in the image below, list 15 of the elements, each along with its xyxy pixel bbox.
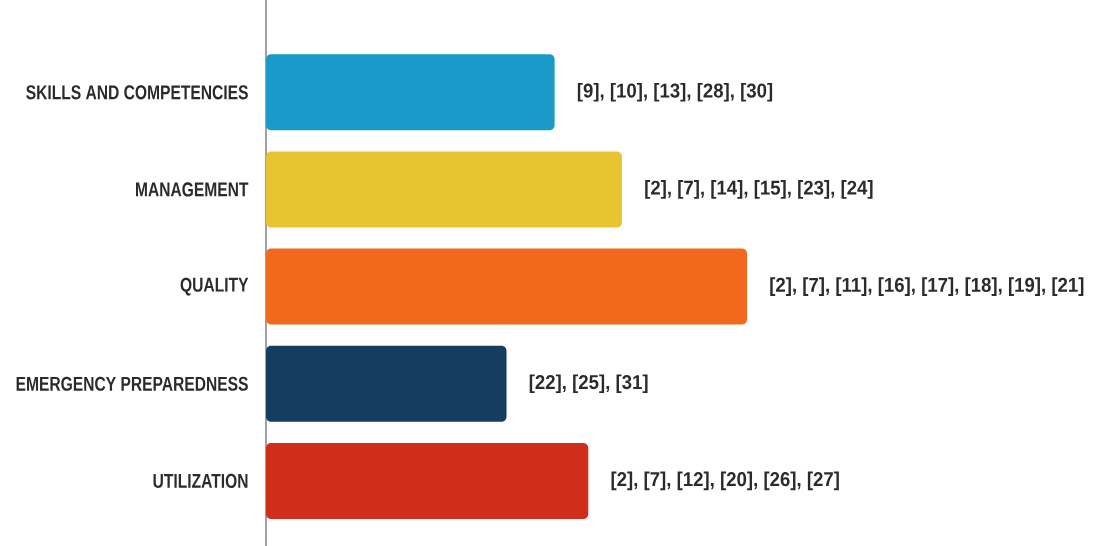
y-tick-label: UTILIZATION (153, 473, 248, 488)
annotation: [2], [7], [14], [15], [23], [24] (645, 180, 873, 199)
y-tick-label: QUALITY (180, 277, 249, 296)
annotation: [2], [7], [12], [20], [26], [27] (611, 471, 839, 491)
annotation: [9], [10], [13], [28], [30] (577, 82, 773, 102)
y-tick-label: EMERGENCY PREPAREDNESS (16, 376, 248, 391)
bar (266, 248, 747, 325)
bar (266, 54, 555, 131)
y-tick-label: MANAGEMENT (136, 182, 249, 197)
bar (266, 345, 507, 422)
y-tick-label: SKILLS AND COMPETENCIES (26, 85, 248, 100)
bar (266, 151, 622, 228)
bar (266, 442, 589, 519)
annotation: [22], [25], [31] (529, 374, 648, 394)
annotation: [2], [7], [11], [16], [17], [18], [19], [21] (770, 277, 1084, 296)
